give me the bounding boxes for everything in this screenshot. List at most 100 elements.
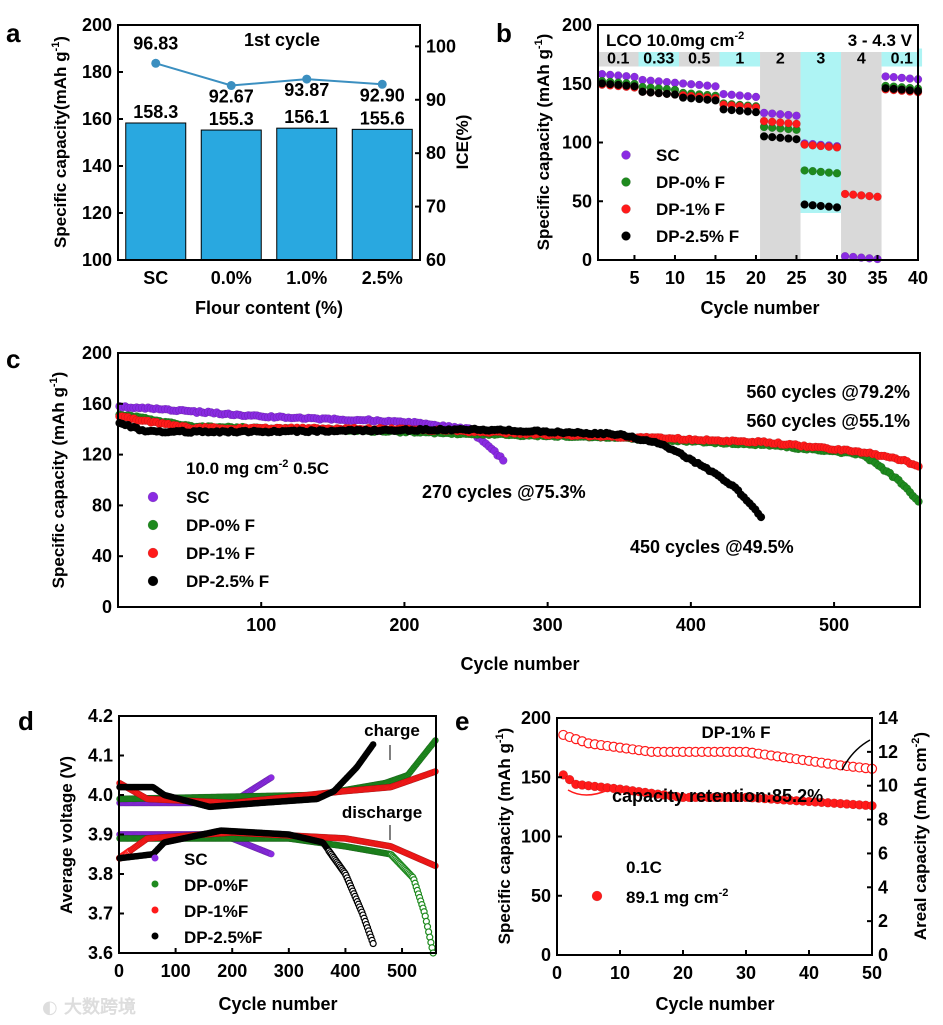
charge-label: charge <box>364 721 420 740</box>
x-tick-label: 0 <box>114 961 124 981</box>
y-tick-label: 4.2 <box>88 706 113 726</box>
data-point-DP1 <box>833 143 841 151</box>
y-tick-label: 0 <box>582 250 592 270</box>
legend-marker-DP1 <box>622 205 631 214</box>
legend-label: DP-0%F <box>184 876 248 895</box>
data-point-DP1 <box>801 141 809 149</box>
x-tick-label: 20 <box>746 268 766 288</box>
y-axis-title: Specific capacity (mAh g-1) <box>48 372 68 589</box>
voltage-window: 3 - 4.3 V <box>848 31 913 50</box>
y-tick-label: 180 <box>82 62 112 82</box>
legend-label: DP-0% F <box>656 173 725 192</box>
y-tick-label: 12 <box>878 742 898 762</box>
y-tick-label: 120 <box>82 203 112 223</box>
x-tick-label: 300 <box>533 615 563 635</box>
y-tick-label: 3.6 <box>88 943 113 963</box>
x-tick-label: 15 <box>705 268 725 288</box>
data-point-SC <box>728 91 736 99</box>
x-tick-label: 0.0% <box>211 268 252 288</box>
y-tick-label: 100 <box>562 133 592 153</box>
data-point-DP25 <box>906 86 914 94</box>
y-tick-label: 10 <box>878 776 898 796</box>
cycle-annotation: 450 cycles @49.5% <box>630 537 794 557</box>
rate-label: 4 <box>857 51 866 68</box>
rate-label: 0.33 <box>643 51 674 68</box>
y-tick-label: 200 <box>82 15 112 35</box>
data-point-DP25 <box>898 86 906 94</box>
legend-marker-DP0 <box>152 881 159 888</box>
data-point-DP25 <box>703 96 711 104</box>
condition-label: 10.0 mg cm-2 0.5C <box>186 458 329 478</box>
legend-marker-SC <box>152 855 159 862</box>
data-point-DP25 <box>801 201 809 209</box>
x-tick-label: SC <box>143 268 168 288</box>
data-point-SC <box>865 254 873 262</box>
y-tick-label: 100 <box>82 250 112 270</box>
data-point-SC <box>711 82 719 90</box>
data-point-DP25 <box>647 88 655 96</box>
data-point-DP1 <box>849 191 857 199</box>
data-point-DP25 <box>655 89 663 97</box>
y2-axis-title: ICE(%) <box>453 115 472 170</box>
legend-label: DP-2.5% F <box>186 572 269 591</box>
x-tick-label: 30 <box>736 963 756 983</box>
data-point-DP25-discharge <box>370 941 376 947</box>
y-tick-label: 40 <box>92 546 112 566</box>
bar-value-label: 158.3 <box>133 102 178 122</box>
panel-label: a <box>6 18 21 48</box>
x-tick-label: 25 <box>786 268 806 288</box>
data-point-DP25 <box>695 95 703 103</box>
data-point-SC <box>679 80 687 88</box>
panel-label: b <box>496 18 512 48</box>
y-tick-label: 160 <box>82 394 112 414</box>
data-point-DP25 <box>630 82 638 90</box>
data-point-DP25 <box>817 202 825 210</box>
data-point-DP25 <box>663 90 671 98</box>
data-point-SC <box>752 93 760 101</box>
rate-band <box>801 49 842 214</box>
legend-label: DP-0% F <box>186 516 255 535</box>
y-tick-label: 2 <box>878 911 888 931</box>
y-tick-label: 100 <box>426 36 456 56</box>
data-point-DP25 <box>768 133 776 141</box>
data-point-SC <box>687 80 695 88</box>
data-point-DP0 <box>809 167 817 175</box>
y-tick-label: 4.1 <box>88 746 113 766</box>
x-tick-label: 20 <box>673 963 693 983</box>
ice-value-label: 93.87 <box>284 80 329 100</box>
data-point-DP25-charge <box>370 741 376 747</box>
data-point-SC <box>720 90 728 98</box>
y-tick-label: 140 <box>82 156 112 176</box>
bar-SC <box>126 123 186 260</box>
loading-label: 89.1 mg cm-2 <box>626 887 728 907</box>
data-point-DP1 <box>792 120 800 128</box>
data-point-DP1 <box>809 141 817 149</box>
annotation-1st-cycle: 1st cycle <box>244 30 320 50</box>
data-point-DP0 <box>801 166 809 174</box>
legend-marker-SC <box>148 492 158 502</box>
data-point-SC-charge <box>268 774 274 780</box>
x-tick-label: 50 <box>862 963 882 983</box>
ice-value-label: 92.67 <box>209 87 254 107</box>
data-point-DP1 <box>915 462 923 470</box>
cycle-annotation: 270 cycles @75.3% <box>422 482 586 502</box>
x-tick-label: 35 <box>867 268 887 288</box>
data-point-DP25 <box>757 513 765 521</box>
x-tick-label: 2.5% <box>362 268 403 288</box>
legend-label: DP-2.5%F <box>184 928 262 947</box>
y-tick-label: 160 <box>82 109 112 129</box>
data-point-DP25 <box>711 96 719 104</box>
rate-label: 2 <box>776 51 785 68</box>
x-tick-label: 400 <box>676 615 706 635</box>
data-point-DP25 <box>744 107 752 115</box>
legend-label: DP-1% F <box>656 200 725 219</box>
rate-band <box>760 49 801 261</box>
ice-value-label: 92.90 <box>360 85 405 105</box>
y-tick-label: 3.7 <box>88 904 113 924</box>
y-tick-label: 0 <box>878 945 888 965</box>
rate-label: 0.1 <box>891 51 913 68</box>
bar-value-label: 155.6 <box>360 108 405 128</box>
rate-label: 0.5 <box>688 51 710 68</box>
x-tick-label: 1.0% <box>286 268 327 288</box>
x-tick-label: 0 <box>552 963 562 983</box>
